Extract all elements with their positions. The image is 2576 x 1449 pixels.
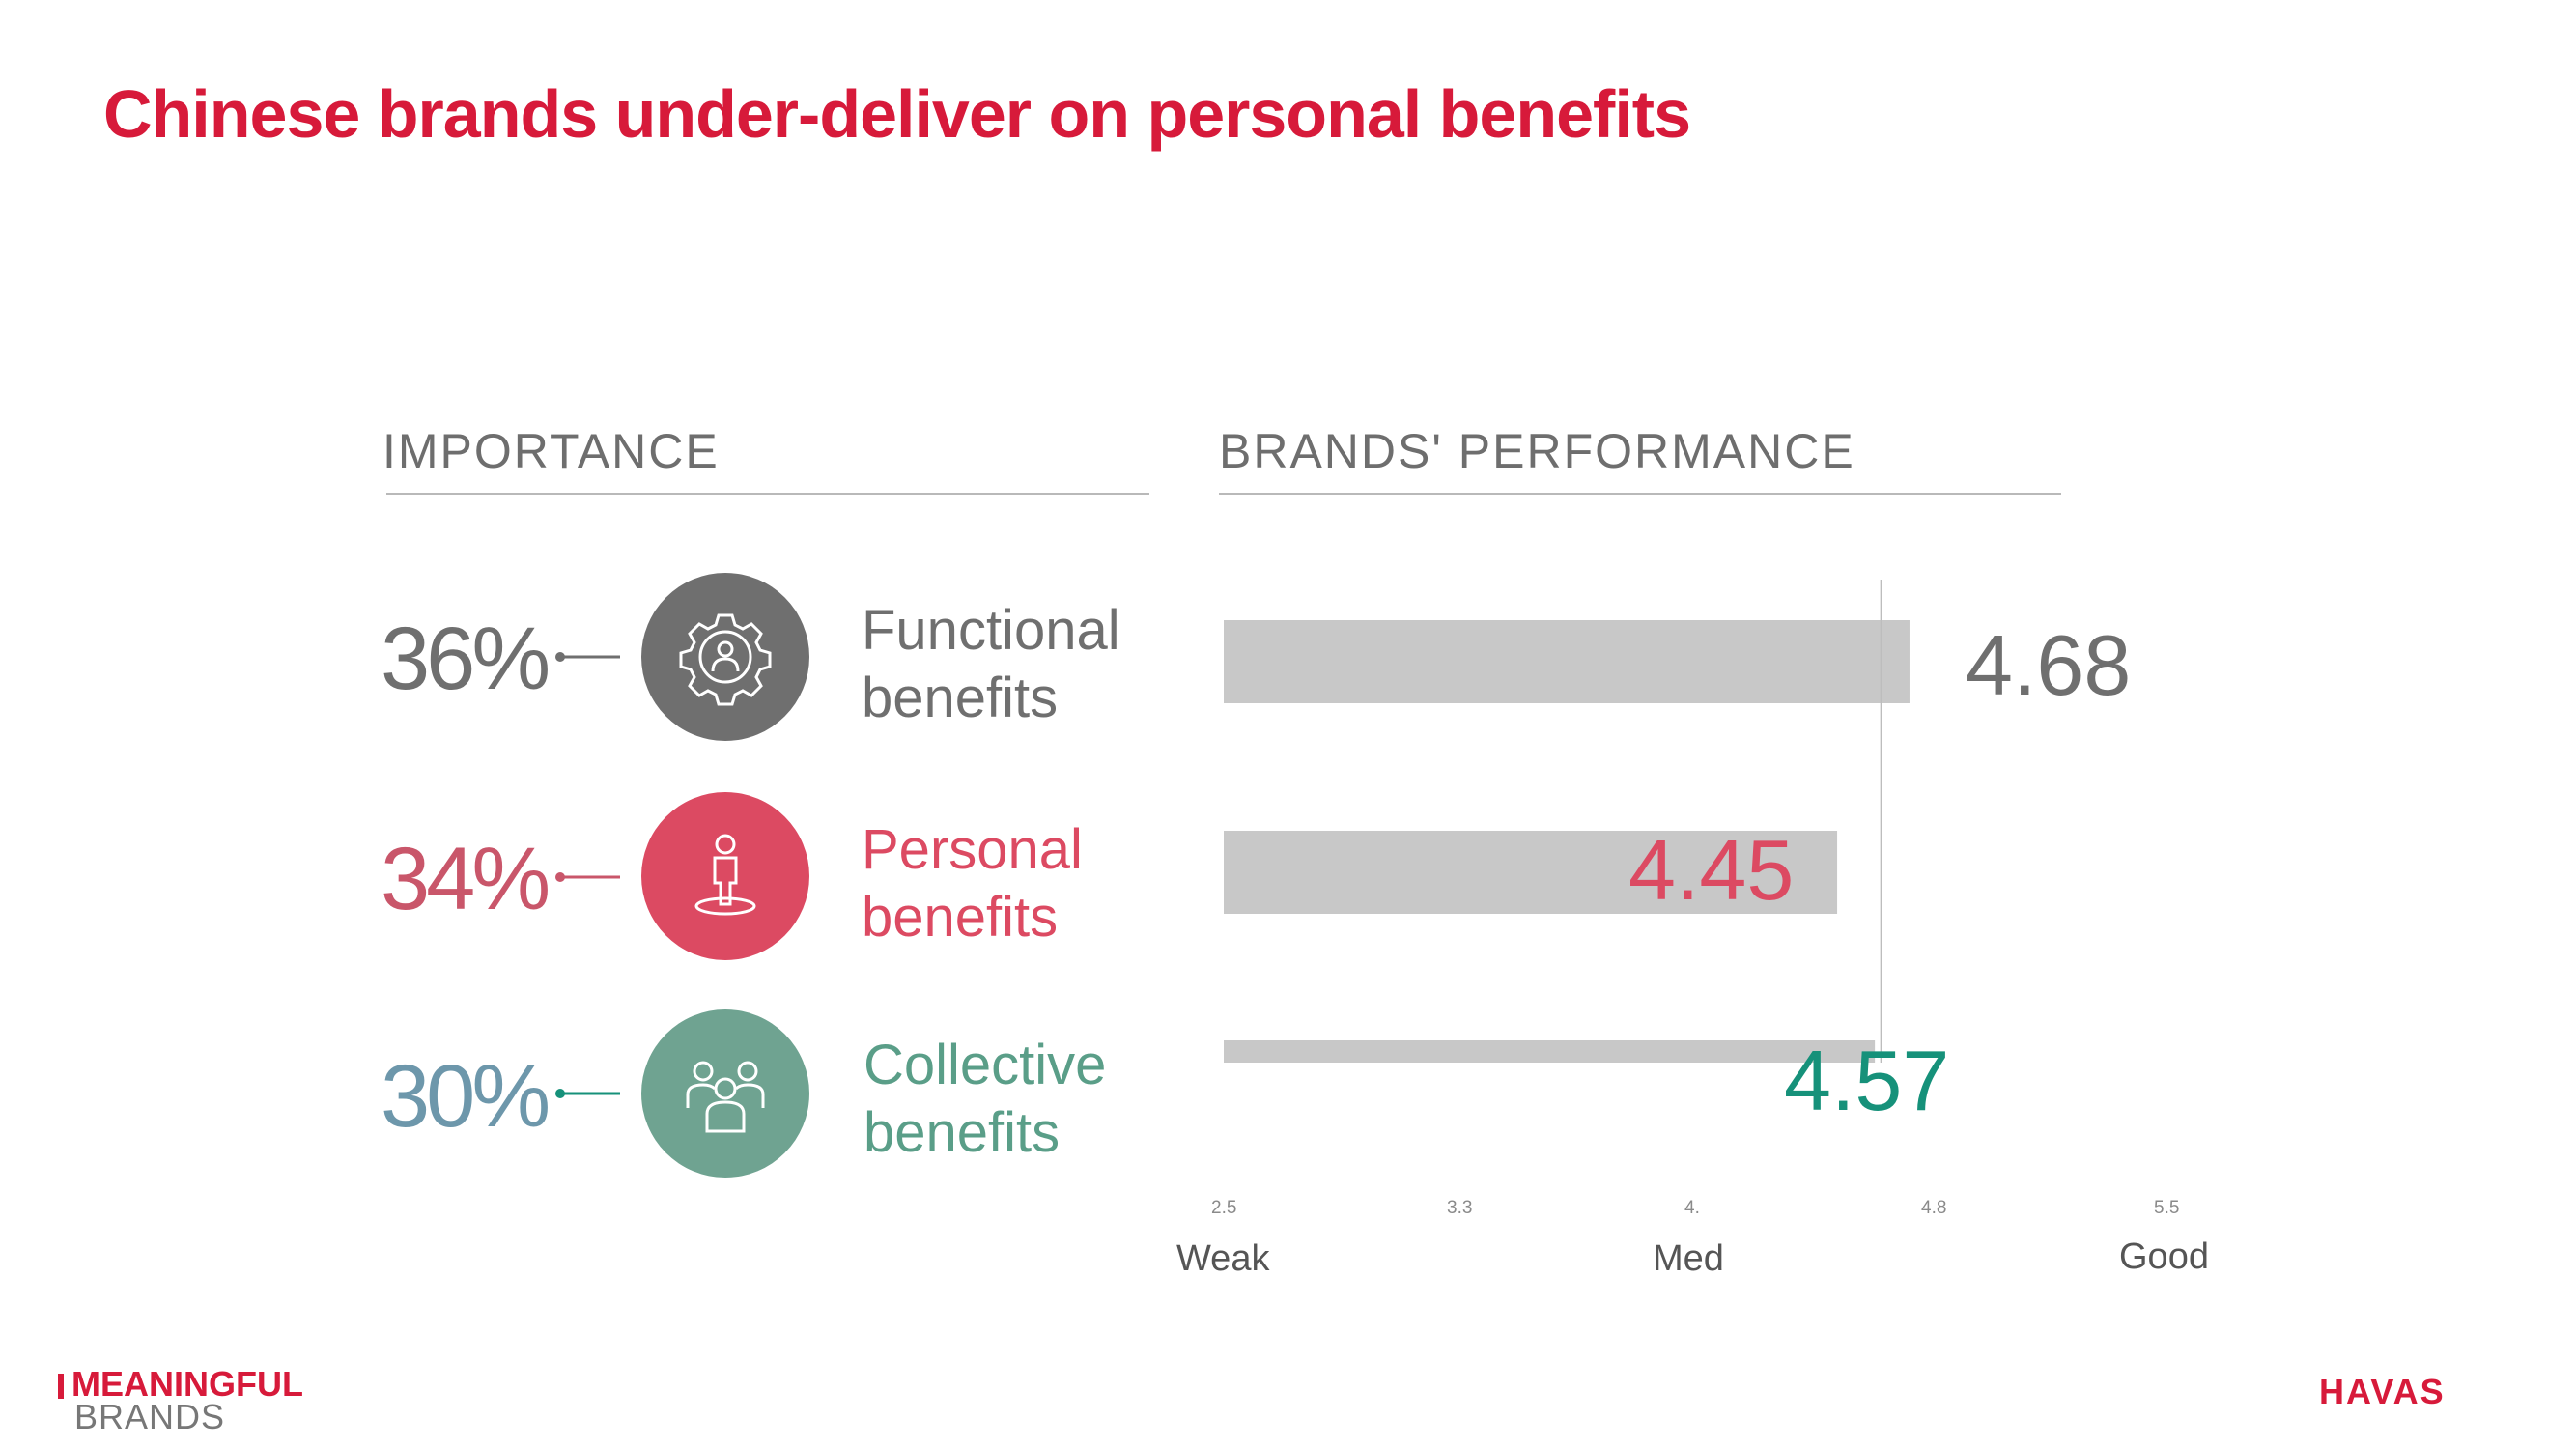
functional-icon-circle [641,573,809,741]
collective-label: Collective benefits [863,1032,1106,1167]
functional-label-line1: Functional [862,599,1120,662]
performance-chart [1224,580,1910,1063]
tick-label: 3.3 [1447,1198,1473,1218]
collective-value-label: 4.57 [1784,1033,1950,1128]
page-title: Chinese brands under-deliver on personal… [103,76,1691,152]
logo-top-text: MEANINGFUL [71,1364,303,1404]
tick-label: 2.5 [1211,1198,1237,1218]
scale-word-good: Good [2119,1236,2209,1277]
performance-bar [1224,620,1910,703]
group-icon [686,1061,765,1133]
tick-label: 4.8 [1921,1198,1947,1218]
personal-importance-pct: 34% [381,830,551,928]
functional-label: Functional benefits [862,597,1120,732]
performance-heading: BRANDS' PERFORMANCE [1219,424,1855,478]
logo-bar-icon [58,1374,64,1399]
collective-connector [555,1089,620,1098]
functional-label-line2: benefits [862,667,1059,729]
performance-bar [1224,831,1838,914]
meaningful-brands-logo: MEANINGFUL [58,1364,303,1405]
collective-label-line2: benefits [863,1101,1061,1164]
scale-word-med: Med [1653,1238,1724,1279]
gear-person-icon [679,613,772,706]
personal-connector [555,872,620,882]
importance-heading: IMPORTANCE [382,424,720,478]
collective-icon-circle [641,1009,809,1178]
performance-rule [1219,493,2061,495]
havas-logo: HAVAS [2319,1372,2446,1411]
personal-label: Personal benefits [862,816,1083,952]
tick-label: 5.5 [2154,1198,2180,1218]
personal-icon-circle [641,792,809,960]
performance-bar [1224,1040,1876,1063]
tick-label: 4. [1684,1198,1700,1218]
collective-importance-pct: 30% [381,1047,551,1146]
personal-label-line2: benefits [862,886,1059,949]
person-standing-icon [694,834,756,916]
functional-value-label: 4.68 [1966,617,2132,713]
personal-label-line1: Personal [862,818,1083,881]
logo-bottom-text: BRANDS [74,1397,226,1436]
scale-word-weak: Weak [1176,1238,1270,1279]
personal-value-label: 4.45 [1628,822,1795,918]
functional-importance-pct: 36% [381,610,551,708]
functional-connector [555,652,620,662]
importance-rule [386,493,1149,495]
collective-label-line1: Collective [863,1034,1107,1096]
